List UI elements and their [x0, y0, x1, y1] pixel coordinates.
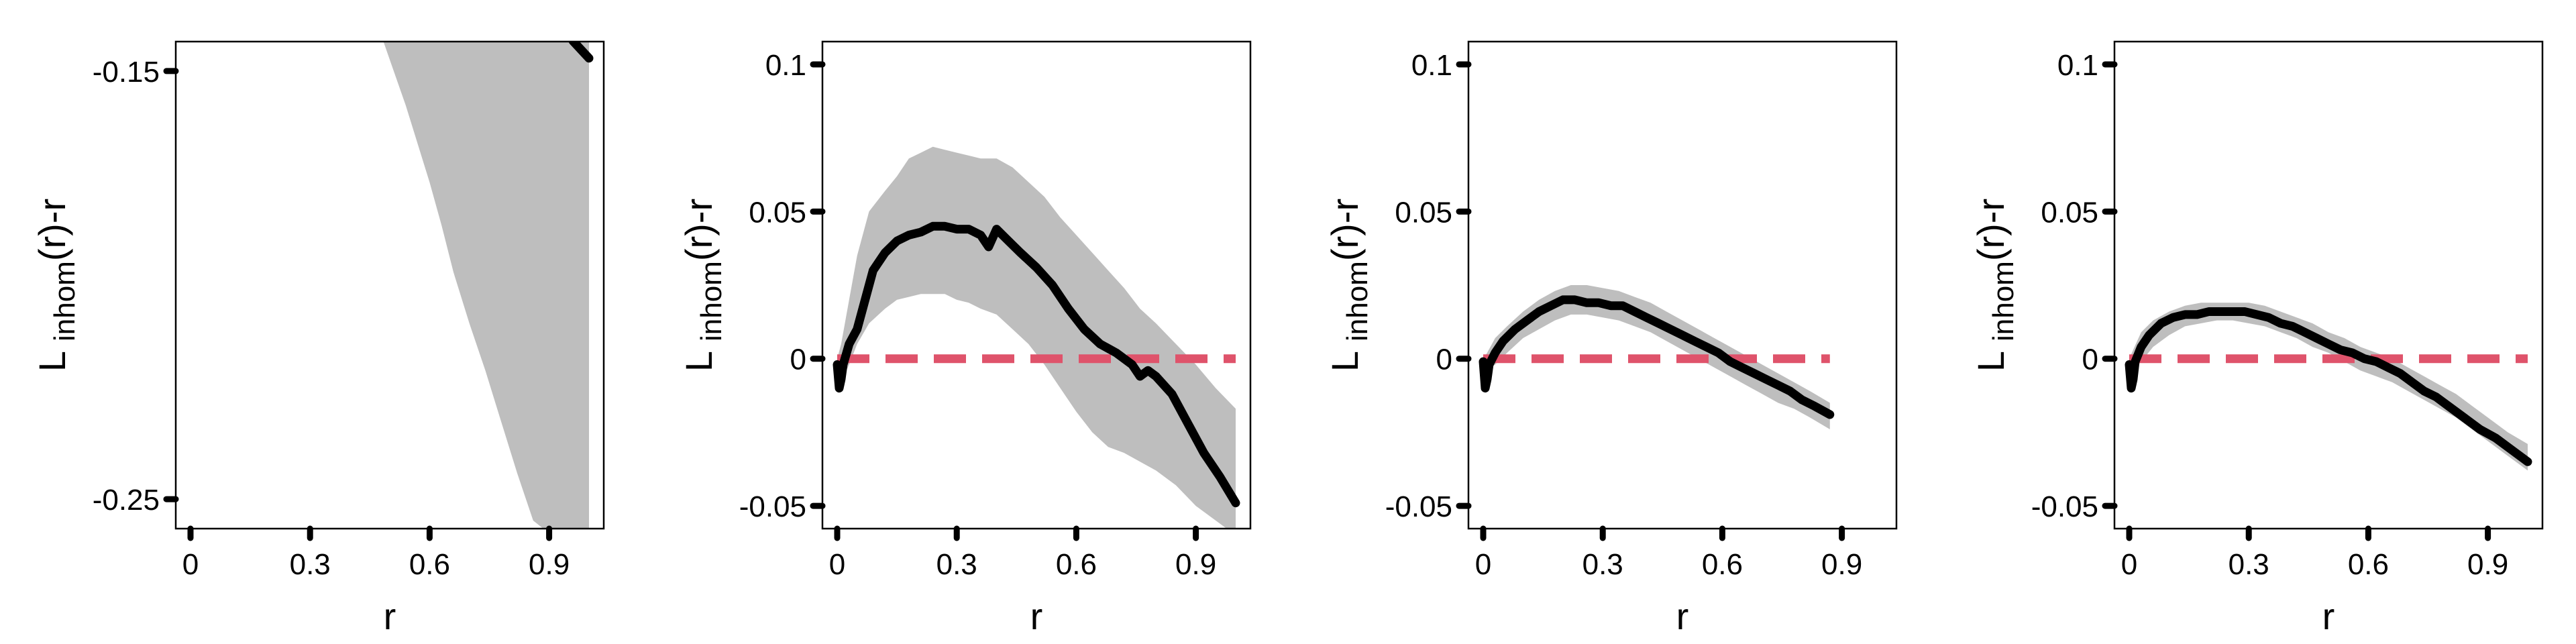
y-axis-title-subscript: inhom: [48, 261, 81, 341]
y-axis-title: Linhom(r)-r: [678, 199, 728, 372]
x-tick-label: 0: [2121, 548, 2137, 581]
x-tick-label: 0.3: [2229, 548, 2269, 581]
x-axis-title: r: [384, 595, 396, 637]
panel-3: 0 0.3 0.6 0.9 0.1 0.05 0 -0.05 r Linhom(r)-r: [1324, 40, 1898, 637]
y-tick-label: -0.25: [93, 484, 160, 517]
y-tick-label: 0: [790, 343, 806, 376]
envelope-band-2: [837, 146, 1236, 529]
observed-line-2: [833, 221, 1240, 508]
x-tick-label: 0: [182, 548, 199, 581]
x-tick-label: 0.9: [529, 548, 570, 581]
x-axis-title: r: [1676, 595, 1689, 637]
x-tick-label: 0.9: [1821, 548, 1862, 581]
x-tick-label: 0.6: [2348, 548, 2389, 581]
x-tick-label: 0.9: [2467, 548, 2508, 581]
y-tick-label: -0.05: [1385, 490, 1452, 523]
observed-line-3: [1479, 295, 1835, 419]
y-axis-title-subscript: inhom: [1987, 261, 2020, 341]
y-axis-title-tail: (r)-r: [1324, 199, 1366, 261]
y-tick-label: 0: [1436, 343, 1452, 376]
y-axis-title: Linhom(r)-r: [1324, 199, 1374, 372]
y-axis-title-tail: (r)-r: [678, 199, 720, 261]
y-tick-label: -0.15: [93, 56, 160, 89]
y-axis-title-main: L: [678, 351, 720, 372]
y-axis-title-main: L: [1970, 351, 2012, 372]
x-tick-label: 0.6: [409, 548, 450, 581]
x-tick-label: 0.6: [1056, 548, 1097, 581]
y-tick-label: 0.05: [749, 196, 806, 229]
y-axis-title-tail: (r)-r: [31, 199, 73, 261]
y-axis-title-main: L: [1324, 351, 1366, 372]
y-axis-title-subscript: inhom: [1341, 261, 1374, 341]
x-axis-title: r: [2322, 595, 2335, 637]
y-axis-title-tail: (r)-r: [1970, 199, 2012, 261]
plot-frame-2: [821, 40, 1252, 530]
plot-frame-1: [174, 40, 605, 530]
y-tick-label: 0.1: [1411, 49, 1452, 82]
x-tick-label: 0.6: [1702, 548, 1743, 581]
envelope-band-1: [383, 42, 589, 529]
x-tick-label: 0: [829, 548, 845, 581]
y-axis-title-subscript: inhom: [695, 261, 728, 341]
x-tick-label: 0.3: [290, 548, 331, 581]
plot-frame-4: [2113, 40, 2544, 530]
panel-2: 0 0.3 0.6 0.9 0.1 0.05 0 -0.05 r Linhom(r)-r: [678, 40, 1252, 637]
y-tick-label: 0.1: [2057, 49, 2098, 82]
y-tick-label: -0.05: [739, 490, 806, 523]
x-tick-label: 0.9: [1175, 548, 1216, 581]
x-axis-title: r: [1030, 595, 1043, 637]
y-tick-label: -0.05: [2031, 490, 2098, 523]
x-tick-label: 0.3: [936, 548, 977, 581]
y-axis-title-main: L: [31, 351, 73, 372]
y-tick-label: 0.1: [765, 49, 806, 82]
x-tick-label: 0.3: [1582, 548, 1623, 581]
envelope-band-4: [2129, 303, 2528, 471]
plot-frame-3: [1467, 40, 1898, 530]
y-tick-label: 0.05: [1395, 196, 1452, 229]
panel-4: 0 0.3 0.6 0.9 0.1 0.05 0 -0.05 r Linhom(r)-r: [1970, 40, 2544, 637]
y-axis-title: Linhom(r)-r: [31, 199, 81, 372]
y-tick-label: 0: [2082, 343, 2098, 376]
x-tick-label: 0: [1475, 548, 1491, 581]
envelope-band-3: [1483, 285, 1830, 429]
y-tick-label: 0.05: [2041, 196, 2098, 229]
y-axis-title: Linhom(r)-r: [1970, 199, 2020, 372]
observed-line-4: [2125, 307, 2532, 466]
